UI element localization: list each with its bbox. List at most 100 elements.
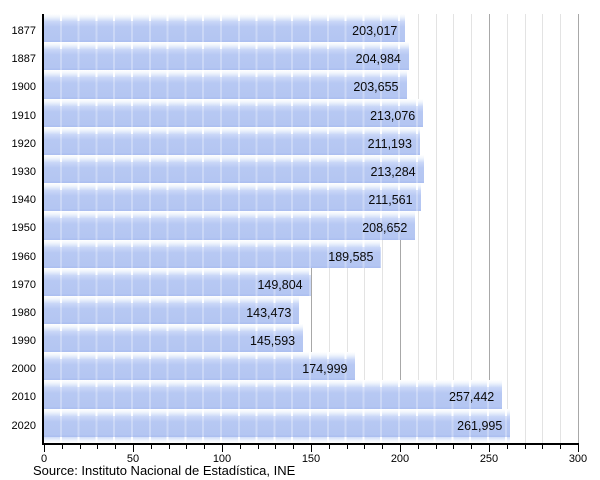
x-tick-label: 250 xyxy=(479,453,499,465)
y-axis-line xyxy=(42,14,44,445)
bar-row: 1950 208,652 xyxy=(12,211,579,240)
population-bar: 145,593 xyxy=(44,331,304,353)
bar-row: 1910 213,076 xyxy=(12,98,579,127)
population-bar: 203,655 xyxy=(44,77,407,99)
bar-value-label: 208,652 xyxy=(362,221,408,236)
bar-gloss-strip xyxy=(44,211,416,219)
x-axis-line xyxy=(42,443,579,445)
population-bar: 143,473 xyxy=(44,302,300,325)
x-tick-minor xyxy=(150,445,152,449)
x-tick-minor xyxy=(364,445,366,449)
x-tick-minor xyxy=(97,445,99,449)
bar-gloss-strip xyxy=(44,14,406,21)
population-bar: 189,585 xyxy=(44,246,382,268)
bar-value-label: 143,473 xyxy=(246,305,292,320)
bar-gloss-strip xyxy=(44,267,311,275)
bar-gloss-strip xyxy=(44,408,511,416)
x-tick-minor xyxy=(239,445,241,449)
bar-row: 2020 261,995 xyxy=(12,408,579,437)
bar-value-label: 213,284 xyxy=(370,164,416,179)
bar-value-label: 257,442 xyxy=(449,390,495,405)
population-bar: 213,284 xyxy=(44,161,424,184)
year-label: 1960 xyxy=(11,250,36,263)
year-label: 1950 xyxy=(11,222,36,235)
x-tick-label: 50 xyxy=(126,453,140,465)
year-label: 1930 xyxy=(11,165,36,178)
x-tick-minor xyxy=(560,445,562,449)
bar-gloss-strip xyxy=(44,126,420,134)
population-bar: 203,017 xyxy=(44,21,406,43)
year-label: 1980 xyxy=(11,306,36,319)
bar-row: 2010 257,442 xyxy=(12,380,579,409)
year-label: 2020 xyxy=(11,419,36,432)
bar-row: 1940 211,561 xyxy=(12,183,579,212)
bar-row: 1930 213,284 xyxy=(12,154,579,184)
x-tick-major xyxy=(489,445,490,452)
x-tick-minor xyxy=(542,445,544,449)
x-tick-major xyxy=(578,445,579,452)
x-tick-minor xyxy=(471,445,473,449)
x-tick-minor xyxy=(417,445,419,449)
population-bar: 149,804 xyxy=(44,274,311,296)
plot-area: 1877 203,017 1887 204,984 1900 203,655 1910 213… xyxy=(12,14,579,443)
gridline-minor xyxy=(524,14,526,443)
x-tick-minor xyxy=(61,445,63,449)
bar-row: 1990 145,593 xyxy=(12,324,579,353)
bar-value-label: 261,995 xyxy=(457,418,503,433)
bar-row: 1960 189,585 xyxy=(12,239,579,268)
x-tick-minor xyxy=(275,445,277,449)
bar-gloss-strip xyxy=(44,98,424,106)
population-bar: 204,984 xyxy=(44,49,409,71)
population-bar: 261,995 xyxy=(44,415,511,437)
year-label: 1940 xyxy=(11,194,36,207)
year-label: 1920 xyxy=(11,137,36,150)
bar-gloss-strip xyxy=(44,183,421,191)
population-bar: 174,999 xyxy=(44,359,356,381)
bar-gloss-strip xyxy=(44,380,503,388)
x-tick-minor xyxy=(168,445,170,449)
gridline-major xyxy=(489,14,490,443)
bar-rows: 1877 203,017 1887 204,984 1900 203,655 1910 213… xyxy=(12,14,579,443)
gridline-minor xyxy=(560,14,562,443)
population-bar: 208,652 xyxy=(44,218,416,240)
x-tick-minor xyxy=(293,445,295,449)
bar-gloss-strip xyxy=(44,70,407,78)
bar-gloss-strip xyxy=(44,324,304,332)
gridline-minor xyxy=(542,14,544,443)
year-label: 2010 xyxy=(11,391,36,404)
bar-row: 1887 204,984 xyxy=(12,42,579,71)
bar-value-label: 211,561 xyxy=(368,193,413,208)
year-label: 1910 xyxy=(11,109,36,122)
bar-gloss-strip xyxy=(44,295,300,303)
bar-row: 1877 203,017 xyxy=(12,14,579,43)
gridline-minor xyxy=(506,14,508,443)
x-tick-major xyxy=(400,445,401,452)
bar-gloss-strip xyxy=(44,154,424,162)
x-tick-major xyxy=(44,445,45,452)
x-tick-minor xyxy=(453,445,455,449)
x-tick-major xyxy=(222,445,223,452)
bar-gloss-strip xyxy=(44,352,356,360)
x-tick-minor xyxy=(204,445,206,449)
bar-value-label: 203,655 xyxy=(353,80,399,95)
x-tick-minor xyxy=(382,445,384,449)
x-tick-minor xyxy=(257,445,259,449)
source-caption: Source: Instituto Nacional de Estadístic… xyxy=(33,463,296,478)
bottom-gloss-strip xyxy=(44,436,511,443)
bar-value-label: 174,999 xyxy=(302,362,348,377)
x-tick-minor xyxy=(506,445,508,449)
bar-value-label: 204,984 xyxy=(355,52,401,67)
bar-value-label: 203,017 xyxy=(352,24,398,38)
gridline-minor xyxy=(417,14,419,443)
year-label: 1900 xyxy=(11,81,36,94)
year-label: 1887 xyxy=(11,53,36,66)
bar-row: 2000 174,999 xyxy=(12,352,579,381)
x-tick-label: 150 xyxy=(301,453,321,465)
population-bar: 211,561 xyxy=(44,190,421,212)
bar-value-label: 145,593 xyxy=(249,334,296,349)
x-tick-minor xyxy=(186,445,188,449)
x-tick-minor xyxy=(115,445,117,449)
bar-row: 1900 203,655 xyxy=(12,70,579,99)
gridline-minor xyxy=(435,14,437,443)
